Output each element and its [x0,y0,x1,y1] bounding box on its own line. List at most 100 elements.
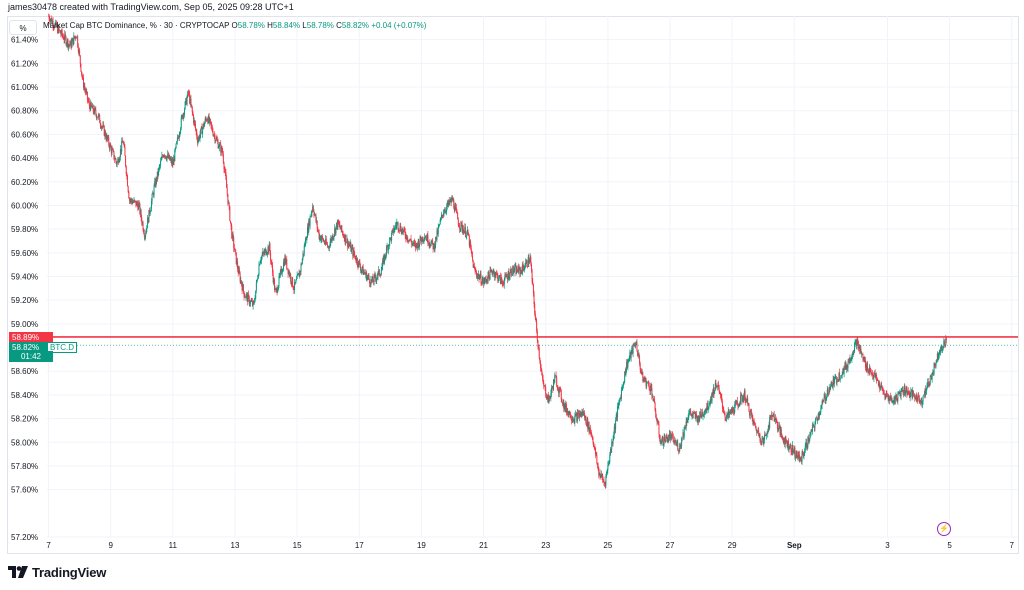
candle-body [842,368,844,374]
candle-body [746,397,748,400]
candle-body [453,207,455,212]
candle-body [800,458,802,460]
candle-body [179,132,181,135]
candle-body [83,77,85,88]
candle-body [565,404,567,410]
candle-body [713,388,715,394]
candle-body [806,447,808,448]
candle-body [287,268,289,274]
candle-body [615,414,617,421]
candle-body [809,432,811,435]
candle-body [581,413,583,416]
candle-body [338,223,340,225]
candle-body [773,414,775,421]
tradingview-brand[interactable]: TradingView [8,563,106,581]
candle-body [74,36,76,38]
candle-body [202,123,204,129]
candle-body [905,387,907,393]
candle-body [355,259,357,262]
candle-body [622,382,624,387]
candle-body [698,418,700,423]
candle-body [910,390,912,392]
candle-body [158,168,160,176]
candle-body [67,39,69,48]
candle-body [162,156,164,158]
candle-body [717,384,719,387]
candle-body [540,362,542,368]
candle-body [308,219,310,226]
candle-body [571,418,573,421]
candle-body [480,273,482,284]
candle-body [530,257,532,265]
candle-body [725,417,727,421]
candle-body [525,260,527,263]
candle-body [298,273,300,277]
candle-body [274,289,276,291]
candle-body [127,175,129,187]
candle-body [312,206,314,211]
candle-body [879,387,881,389]
candle-body [409,238,411,241]
candle-body [903,386,905,394]
candle-body [907,391,909,396]
candle-body [521,264,523,274]
candle-body [325,238,327,244]
candle-body [166,156,168,160]
candle-body [119,157,121,161]
candle-body [401,229,403,234]
candle-body [229,206,231,221]
percent-scale-button[interactable]: % [9,20,37,35]
candle-body [772,414,774,417]
candle-body [189,93,191,104]
tradingview-logo-icon [8,566,28,578]
candle-body [553,379,555,383]
candle-body [378,269,380,272]
candle-body [127,186,129,192]
y-tick-label: 59.20% [11,296,38,305]
candle-body [317,230,319,233]
candle-body [153,185,155,196]
candle-body [497,274,499,281]
candle-body [281,268,283,274]
candle-body [928,383,930,386]
candle-body [416,243,418,245]
candle-body [352,250,354,256]
candle-body [485,279,487,282]
candle-body [571,419,573,421]
candle-body [689,411,691,413]
candle-body [161,155,163,157]
candle-body [117,159,119,163]
candle-body [335,226,337,234]
candle-body [295,278,297,281]
candle-body [70,41,72,48]
candle-body [600,474,602,477]
candle-body [358,260,360,267]
candle-body [554,375,556,376]
candle-body [334,228,336,234]
candle-body [453,199,455,208]
candle-body [55,21,57,24]
candle-body [932,372,934,374]
candle-body [148,209,150,223]
candle-body [672,434,674,436]
candle-body [348,243,350,245]
candle-body [323,240,325,244]
candle-body [505,274,507,277]
candle-body [390,237,392,241]
lightning-bolt-icon[interactable]: ⚡ [937,522,951,536]
candle-body [481,280,483,285]
candle-body [288,271,290,274]
candle-body [556,377,558,387]
candle-body [704,411,706,413]
candle-body [612,439,614,444]
x-tick-label: 17 [355,541,364,550]
candle-body [371,277,373,282]
candle-body [842,368,844,375]
candle-body [402,230,404,233]
candle-body [465,236,467,237]
candle-body [903,390,905,394]
candle-body [781,434,783,437]
candle-body [360,269,362,271]
candle-body [125,155,127,167]
